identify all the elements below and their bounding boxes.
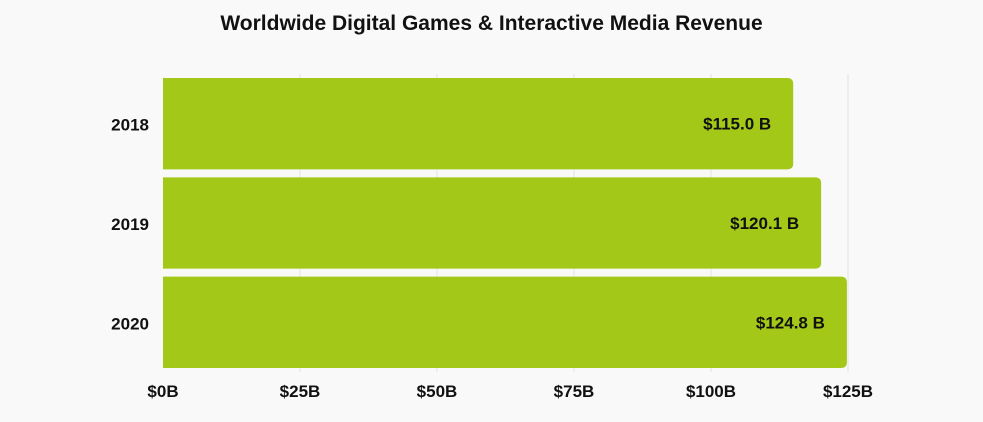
data-label-2020: $124.8 B (756, 313, 825, 332)
y-tick-label-2020: 2020 (111, 314, 149, 333)
x-tick-label-100: $100B (686, 382, 736, 401)
y-tick-label-2019: 2019 (111, 215, 149, 234)
bar-2019 (163, 177, 822, 269)
y-tick-label-2018: 2018 (111, 116, 149, 135)
x-tick-label-125: $125B (823, 382, 873, 401)
chart-title: Worldwide Digital Games & Interactive Me… (220, 12, 763, 35)
data-label-2019: $120.1 B (730, 214, 799, 233)
data-label-2018: $115.0 B (703, 115, 771, 134)
x-tick-label-50: $50B (417, 382, 458, 401)
x-tick-label-25: $25B (280, 382, 321, 401)
x-tick-label-75: $75B (554, 382, 595, 401)
bar-2020 (163, 276, 847, 368)
bar-2018 (163, 78, 794, 170)
x-tick-label-0: $0B (147, 382, 178, 401)
